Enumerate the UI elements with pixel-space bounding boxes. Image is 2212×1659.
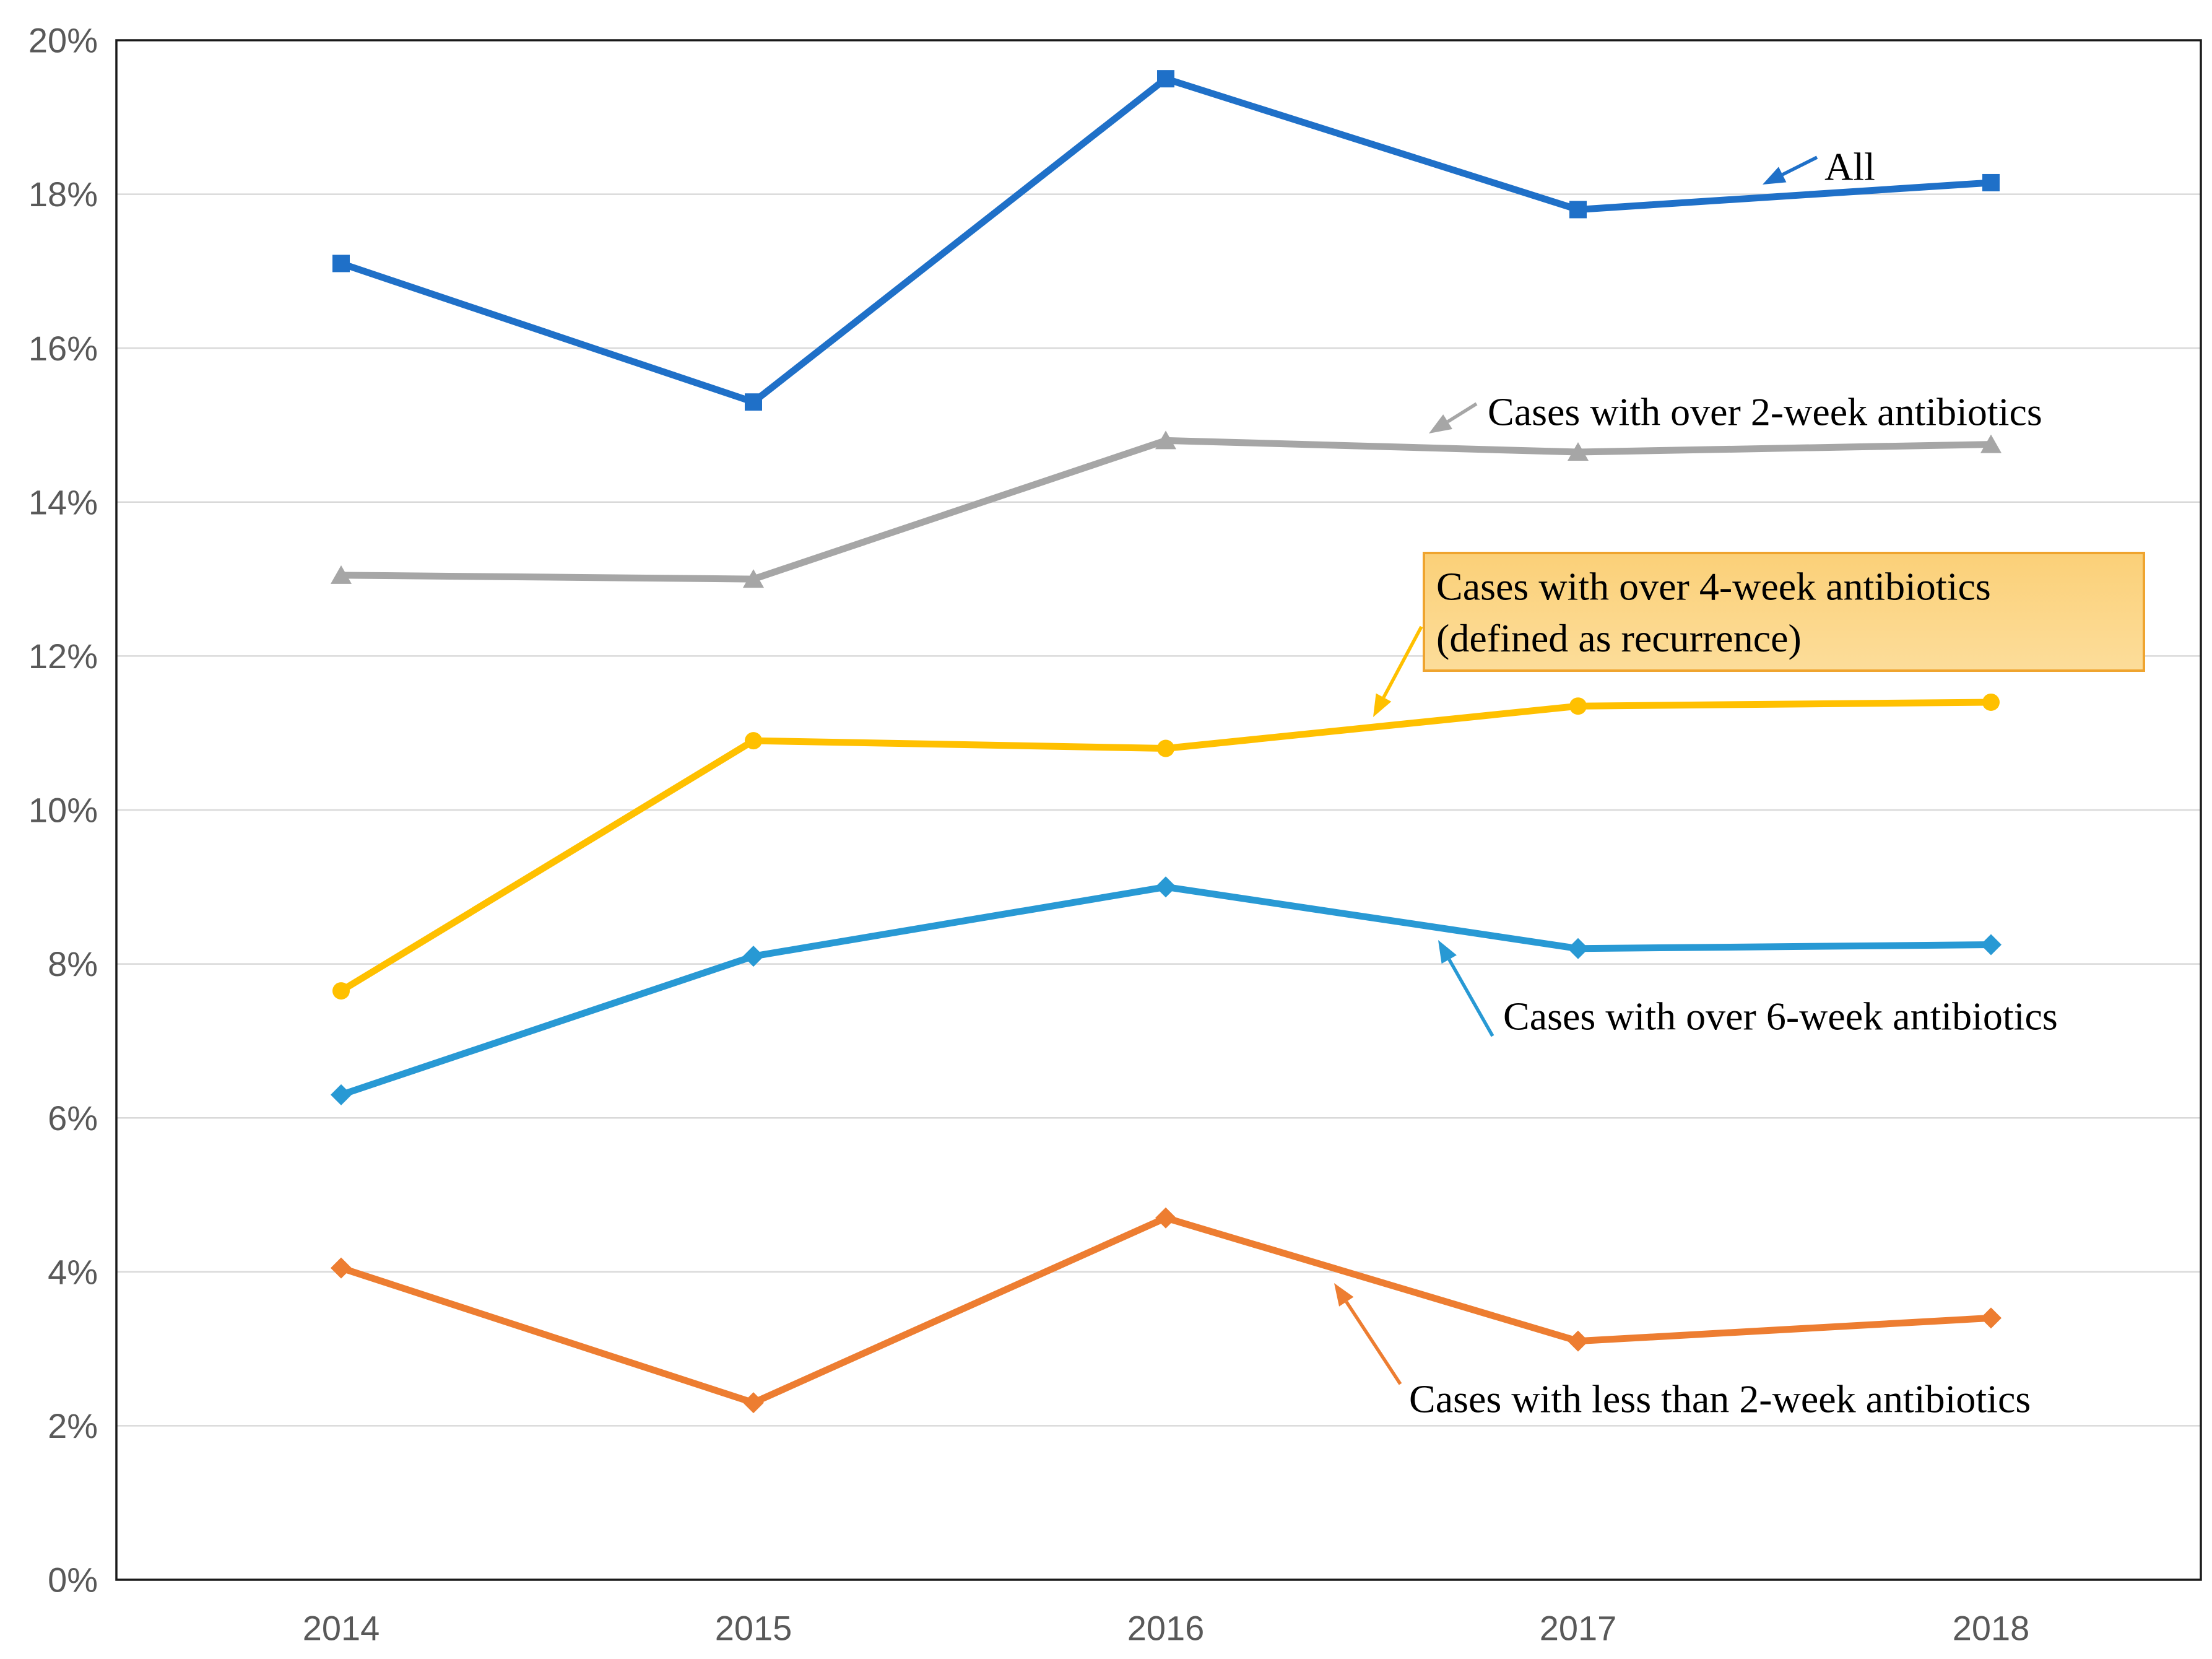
marker-square — [332, 255, 350, 272]
y-tick-label: 18% — [28, 175, 98, 214]
y-tick-label: 4% — [48, 1252, 98, 1291]
marker-triangle — [1980, 434, 2002, 453]
y-tick-label: 16% — [28, 329, 98, 368]
x-tick-label: 2014 — [303, 1609, 380, 1648]
marker-triangle — [1155, 430, 1176, 450]
annotation-label-over-4wk: Cases with over 4-week antibiotics — [1436, 565, 1991, 609]
marker-circle — [1569, 697, 1587, 715]
marker-diamond — [331, 1084, 352, 1105]
series-line-0 — [337, 75, 1995, 406]
x-tick-label: 2018 — [1953, 1609, 2030, 1648]
marker-circle — [745, 732, 762, 750]
y-tick-label: 20% — [28, 21, 98, 60]
y-tick-label: 2% — [48, 1406, 98, 1445]
marker-diamond — [1155, 1207, 1176, 1229]
marker-diamond — [331, 1257, 352, 1279]
plot-border — [115, 39, 2202, 1581]
y-tick-label: 8% — [48, 944, 98, 983]
marker-triangle — [1568, 442, 1589, 461]
annotation-label-over-6wk: Cases with over 6-week antibiotics — [1503, 994, 2058, 1038]
series-line-3 — [337, 883, 1995, 1099]
annotation-arrow-line — [1382, 625, 1423, 699]
annotation-arrowhead — [1429, 414, 1452, 433]
marker-diamond — [1155, 876, 1176, 898]
marker-square — [1157, 70, 1174, 88]
series-line-4 — [337, 1214, 1995, 1406]
marker-square — [1569, 201, 1587, 219]
marker-square — [745, 393, 762, 411]
annotation-arrow-line — [1447, 958, 1494, 1037]
marker-circle — [1982, 693, 2000, 711]
annotation-arrowhead — [1763, 167, 1787, 185]
y-tick-label: 10% — [28, 791, 98, 830]
marker-triangle — [743, 569, 764, 588]
marker-diamond — [743, 946, 764, 967]
annotation-arrowhead — [1373, 693, 1392, 717]
x-tick-label: 2015 — [715, 1609, 792, 1648]
marker-circle — [332, 982, 350, 1000]
annotation-label-all: All — [1824, 144, 1875, 188]
y-tick-label: 0% — [48, 1561, 98, 1600]
marker-diamond — [1568, 1330, 1589, 1352]
annotation-arrowhead — [1334, 1283, 1354, 1307]
y-tick-label: 14% — [28, 482, 98, 521]
annotation-label-over-4wk: (defined as recurrence) — [1436, 616, 1802, 660]
marker-diamond — [743, 1392, 764, 1414]
annotation-arrow-line — [1781, 155, 1818, 176]
marker-diamond — [1568, 938, 1589, 959]
annotation-arrowhead — [1438, 940, 1457, 964]
marker-diamond — [1980, 1307, 2002, 1329]
marker-triangle — [331, 565, 352, 584]
y-tick-label: 6% — [48, 1099, 98, 1138]
annotation-box-over-4wk — [1423, 552, 2145, 672]
annotation-label-over-2wk: Cases with over 2-week antibiotics — [1488, 390, 2042, 433]
annotation-arrow-line — [1447, 402, 1478, 424]
y-tick-label: 12% — [28, 637, 98, 676]
marker-diamond — [1980, 934, 2002, 956]
marker-circle — [1157, 739, 1174, 757]
annotation-arrow-line — [1345, 1300, 1402, 1385]
annotation-label-less-2wk: Cases with less than 2-week antibiotics — [1409, 1377, 2031, 1421]
x-tick-label: 2017 — [1540, 1609, 1617, 1648]
marker-square — [1982, 173, 2000, 191]
x-tick-label: 2016 — [1127, 1609, 1205, 1648]
